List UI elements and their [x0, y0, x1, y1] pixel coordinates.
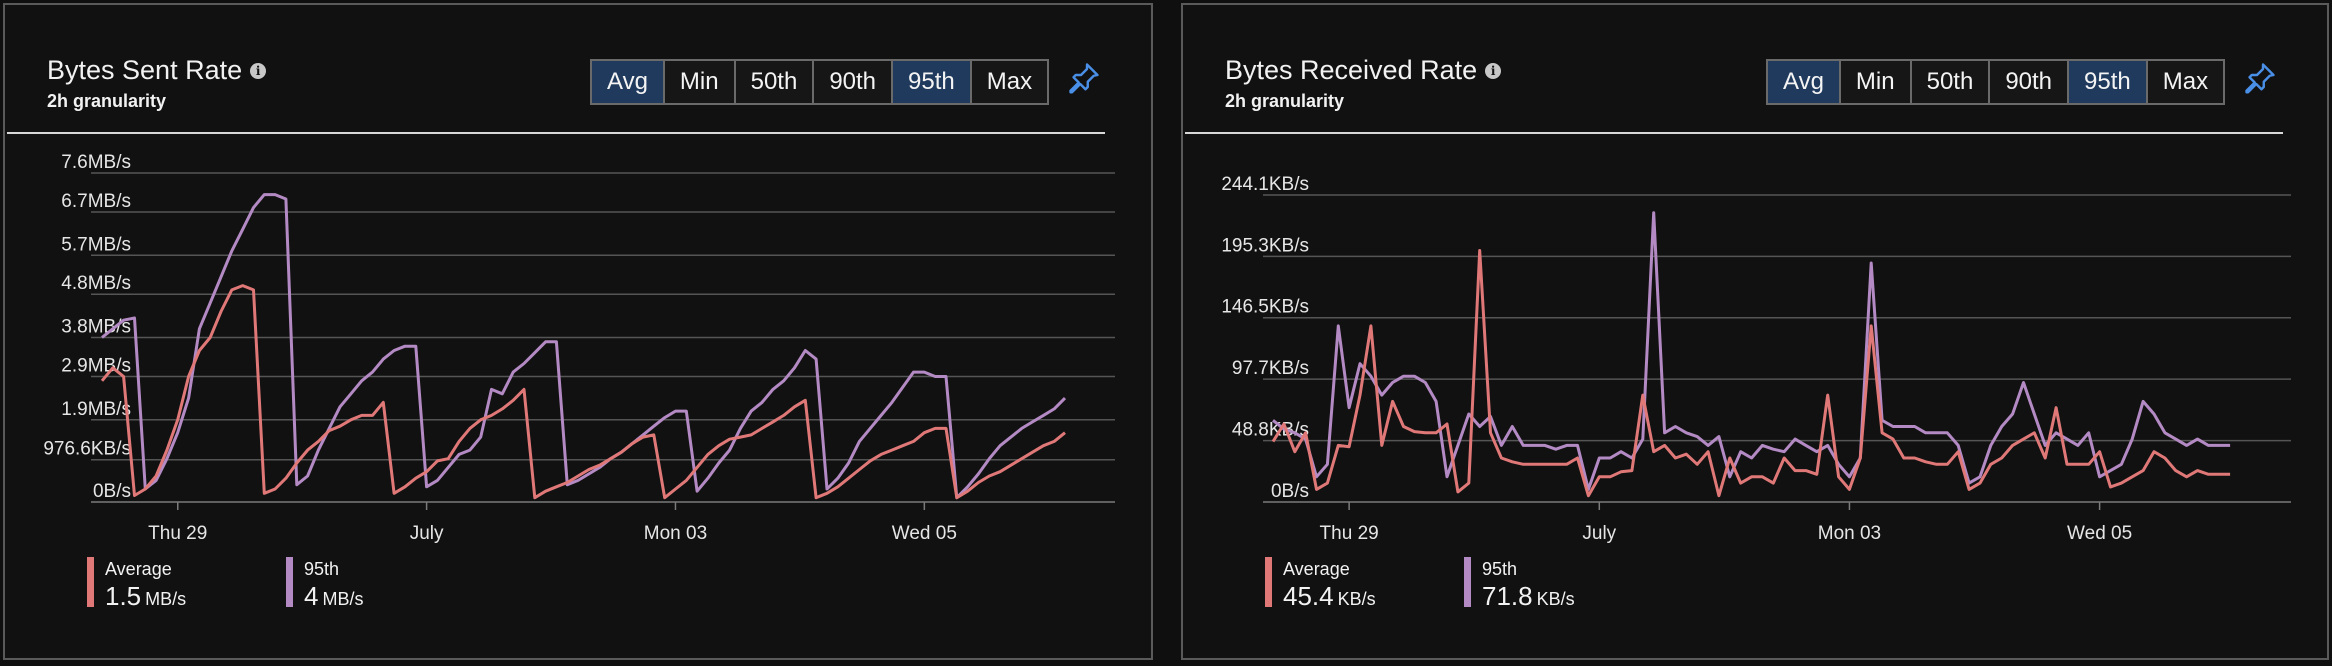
- y-tick-label: 48.8KB/s: [1232, 420, 1309, 441]
- legend-value: 71.8 KB/s: [1482, 581, 1575, 612]
- pin-icon[interactable]: [2242, 60, 2278, 96]
- avg-button[interactable]: Avg: [592, 61, 665, 103]
- legend-value-number: 45.4: [1283, 581, 1334, 611]
- avg-button[interactable]: Avg: [1768, 61, 1841, 103]
- min-button[interactable]: Min: [1840, 61, 1912, 103]
- panel-title-text: Bytes Sent Rate: [47, 55, 243, 85]
- x-tick-label: July: [410, 523, 444, 544]
- aggregation-button-group: Avg Min 50th 90th 95th Max: [1766, 59, 2226, 105]
- 95th-button[interactable]: 95th: [893, 61, 972, 103]
- legend-value-number: 4: [304, 581, 319, 611]
- y-tick-label: 3.8MB/s: [61, 317, 131, 338]
- legend-value-unit: KB/s: [1337, 589, 1376, 609]
- x-tick-label: Wed 05: [2067, 523, 2132, 544]
- y-tick-label: 2.9MB/s: [61, 355, 131, 376]
- x-tick-label: Thu 29: [148, 523, 207, 544]
- panel-subtitle: 2h granularity: [47, 91, 167, 111]
- panel-title: Bytes Received Rate i: [1225, 55, 1502, 86]
- x-tick-label: Thu 29: [1320, 523, 1379, 544]
- panel-title-text: Bytes Received Rate: [1225, 55, 1478, 85]
- y-tick-label: 195.3KB/s: [1221, 235, 1309, 256]
- x-tick-label: Mon 03: [1818, 523, 1881, 544]
- y-tick-label: 976.6KB/s: [43, 439, 131, 460]
- bytes-received-chart: 0B/s 48.8KB/s 97.7KB/s 146.5KB/s 195.3KB/s 24…: [1221, 174, 2291, 544]
- series-line-average[interactable]: [100, 284, 1066, 500]
- y-tick-label: 0B/s: [1271, 481, 1309, 502]
- bytes-sent-panel: Bytes Sent Rate i 2h granularity Avg Min …: [3, 3, 1153, 660]
- y-tick-label: 7.6MB/s: [61, 152, 131, 173]
- legend-swatch-average: [1265, 557, 1272, 607]
- info-icon[interactable]: i: [1485, 63, 1502, 79]
- legend-name: Average: [1283, 559, 1350, 579]
- max-button[interactable]: Max: [971, 61, 1048, 103]
- bytes-sent-chart: 0B/s 976.6KB/s 1.9MB/s 2.9MB/s 3.8MB/s 4.8MB/…: [43, 152, 1115, 544]
- panel-subtitle: 2h granularity: [1225, 91, 1345, 111]
- legend-name: 95th: [304, 559, 340, 579]
- y-tick-label: 5.7MB/s: [61, 234, 131, 255]
- header-separator: [1185, 132, 2283, 134]
- y-tick-label: 1.9MB/s: [61, 399, 131, 420]
- aggregation-button-group: Avg Min 50th 90th 95th Max: [590, 59, 1050, 105]
- legend-value: 4 MB/s: [304, 581, 363, 612]
- x-tick-label: July: [1582, 523, 1616, 544]
- 90th-button[interactable]: 90th: [1990, 61, 2070, 103]
- pin-icon[interactable]: [1066, 60, 1102, 96]
- y-tick-label: 244.1KB/s: [1221, 174, 1309, 195]
- x-tick-label: Mon 03: [644, 523, 707, 544]
- header-separator: [7, 132, 1105, 134]
- legend-value: 1.5 MB/s: [105, 581, 186, 612]
- max-button[interactable]: Max: [2147, 61, 2224, 103]
- 90th-button[interactable]: 90th: [814, 61, 894, 103]
- y-tick-label: 97.7KB/s: [1232, 358, 1309, 379]
- legend-value-number: 1.5: [105, 581, 142, 611]
- panel-title: Bytes Sent Rate i: [47, 55, 267, 86]
- series-line-95th[interactable]: [101, 193, 1067, 500]
- legend-name: Average: [105, 559, 172, 579]
- legend-value-number: 71.8: [1482, 581, 1533, 611]
- y-tick-label: 0B/s: [93, 481, 131, 502]
- 50th-button[interactable]: 50th: [735, 61, 815, 103]
- y-tick-label: 4.8MB/s: [61, 273, 131, 294]
- legend-swatch-95th: [286, 557, 293, 607]
- legend-value-unit: MB/s: [145, 589, 187, 609]
- series-line-average[interactable]: [1271, 249, 2231, 498]
- y-tick-label: 6.7MB/s: [61, 191, 131, 212]
- 50th-button[interactable]: 50th: [1911, 61, 1991, 103]
- series-line-95th[interactable]: [1272, 211, 2231, 491]
- legend-swatch-average: [87, 557, 94, 607]
- legend-value-unit: MB/s: [322, 589, 364, 609]
- x-tick-label: Wed 05: [892, 523, 957, 544]
- 95th-button[interactable]: 95th: [2069, 61, 2148, 103]
- y-tick-label: 146.5KB/s: [1221, 297, 1309, 318]
- min-button[interactable]: Min: [664, 61, 736, 103]
- bytes-received-panel: Bytes Received Rate i 2h granularity Avg …: [1181, 3, 2329, 660]
- legend-name: 95th: [1482, 559, 1518, 579]
- legend-swatch-95th: [1464, 557, 1471, 607]
- legend-value: 45.4 KB/s: [1283, 581, 1376, 612]
- info-icon[interactable]: i: [250, 63, 267, 79]
- legend-value-unit: KB/s: [1536, 589, 1575, 609]
